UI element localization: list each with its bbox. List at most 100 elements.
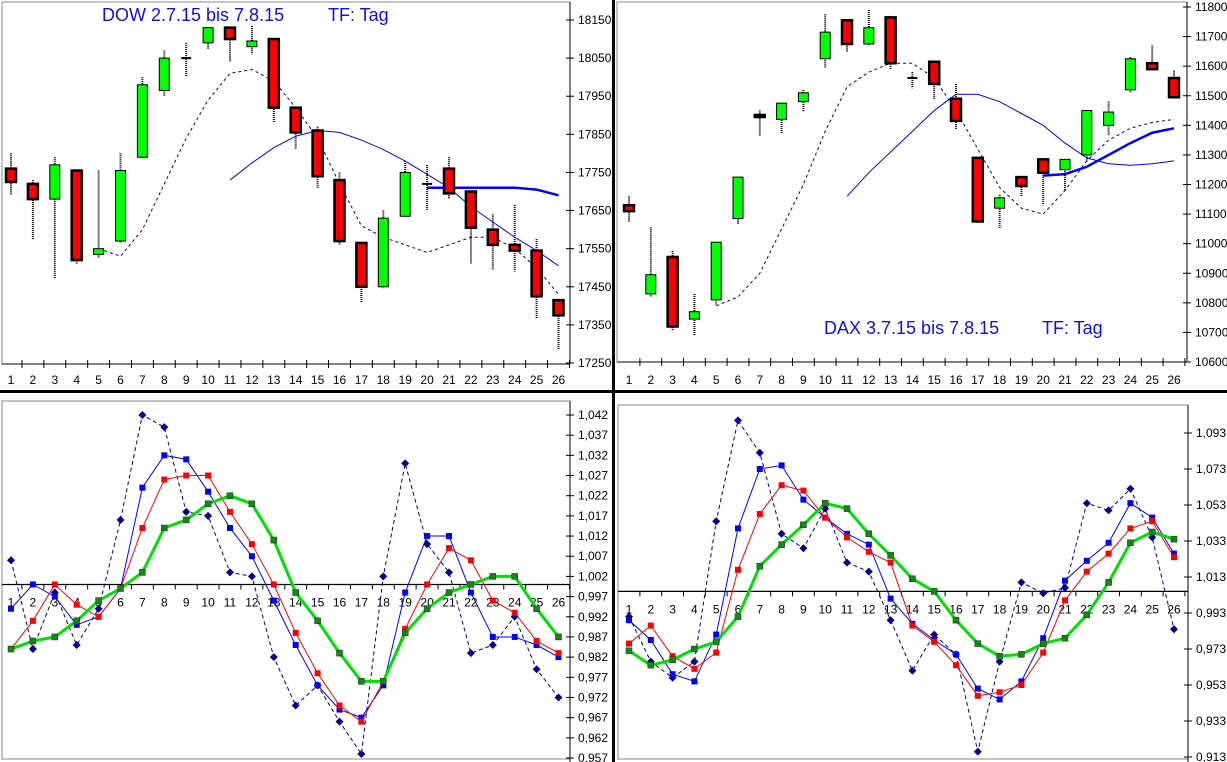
x-tick-label: 6	[735, 602, 742, 616]
x-tick-label: 5	[95, 373, 102, 387]
data-marker	[647, 661, 655, 669]
data-marker	[445, 589, 453, 596]
data-marker	[974, 685, 981, 692]
candle-body	[666, 255, 679, 328]
candle	[508, 204, 521, 272]
candle-body	[70, 169, 83, 262]
y-tick-label: 0,982	[578, 650, 608, 664]
x-tick-label: 3	[669, 373, 676, 387]
data-marker	[424, 581, 431, 588]
candle	[530, 239, 543, 320]
data-marker	[532, 665, 541, 674]
data-marker	[1104, 506, 1113, 515]
x-tick-label: 19	[399, 373, 413, 387]
data-marker	[336, 706, 343, 713]
series-line	[10, 414, 559, 756]
series-line	[628, 501, 1175, 667]
data-marker	[314, 670, 321, 677]
x-tick-label: 11	[224, 595, 237, 609]
candle-body	[1015, 175, 1028, 188]
y-tick-label: 0,997	[578, 590, 608, 604]
y-tick-label: 1,012	[578, 529, 608, 543]
candle-body	[1036, 158, 1050, 174]
candle-body	[4, 167, 18, 184]
x-tick-label: 8	[161, 373, 168, 387]
x-tick-label: 7	[139, 595, 146, 609]
candle	[486, 214, 500, 270]
data-marker	[647, 622, 654, 629]
x-tick-label: 18	[993, 602, 1007, 616]
data-marker	[778, 541, 785, 548]
x-tick-label: 8	[778, 602, 785, 616]
y-tick-label: 17950	[578, 89, 612, 103]
data-marker	[446, 533, 452, 540]
chart-timeframe: TF: Tag	[328, 5, 389, 25]
x-tick-label: 26	[552, 595, 566, 609]
data-marker	[821, 499, 829, 507]
x-tick-label: 7	[139, 373, 146, 387]
x-tick-label: 17	[355, 373, 369, 387]
x-tick-label: 4	[73, 373, 80, 387]
candle-body	[688, 311, 700, 320]
y-tick-label: 0,962	[578, 731, 608, 745]
x-tick-label: 11	[841, 602, 854, 616]
candle	[26, 180, 40, 240]
x-tick-label: 16	[333, 595, 347, 609]
data-marker	[735, 525, 741, 532]
candle	[464, 190, 478, 264]
data-marker	[690, 657, 699, 666]
candle	[732, 176, 744, 225]
data-marker	[139, 569, 146, 576]
data-marker	[1171, 554, 1177, 561]
x-tick-label: 21	[442, 373, 456, 387]
x-tick-label: 26	[552, 373, 566, 387]
data-marker	[1082, 499, 1091, 508]
x-tick-label: 15	[311, 595, 325, 609]
x-tick-label: 2	[647, 602, 654, 616]
candle-body	[753, 113, 767, 119]
x-tick-label: 25	[530, 373, 544, 387]
candle-body	[949, 97, 963, 123]
data-marker	[270, 597, 277, 604]
candle	[246, 25, 258, 55]
data-marker	[29, 617, 36, 624]
data-marker	[7, 645, 15, 653]
moving-average-line	[846, 93, 1175, 197]
data-marker	[1170, 625, 1178, 634]
data-marker	[314, 617, 321, 625]
data-marker	[755, 448, 764, 457]
candle-body	[158, 57, 170, 92]
data-marker	[204, 500, 212, 508]
dax-candle-svg: 1180011700116001150011400113001120011100…	[616, 0, 1227, 387]
candle-body	[202, 27, 214, 44]
data-marker	[930, 588, 938, 595]
data-marker	[1040, 649, 1047, 656]
candle-body	[333, 178, 346, 243]
candle-body	[442, 167, 456, 195]
data-marker	[247, 572, 256, 581]
data-marker	[1083, 568, 1090, 575]
data-marker	[1017, 578, 1026, 587]
candle	[267, 37, 281, 123]
data-marker	[691, 645, 698, 653]
x-tick-label: 23	[486, 373, 500, 387]
data-marker	[183, 456, 190, 463]
data-marker	[467, 589, 474, 596]
data-marker	[1126, 484, 1135, 493]
candle-body	[1124, 58, 1136, 91]
candle-body	[819, 31, 831, 60]
data-marker	[28, 645, 37, 654]
data-marker	[756, 466, 763, 472]
candle	[666, 251, 679, 331]
data-marker	[1148, 533, 1157, 542]
data-marker	[72, 641, 81, 650]
data-marker	[1149, 518, 1156, 525]
data-marker	[227, 508, 233, 515]
data-marker	[1170, 535, 1178, 543]
candle-body	[1167, 76, 1181, 99]
data-marker	[314, 682, 321, 689]
vertical-divider	[612, 0, 615, 762]
data-marker	[204, 511, 213, 520]
data-marker	[800, 496, 807, 503]
data-marker	[799, 544, 808, 553]
